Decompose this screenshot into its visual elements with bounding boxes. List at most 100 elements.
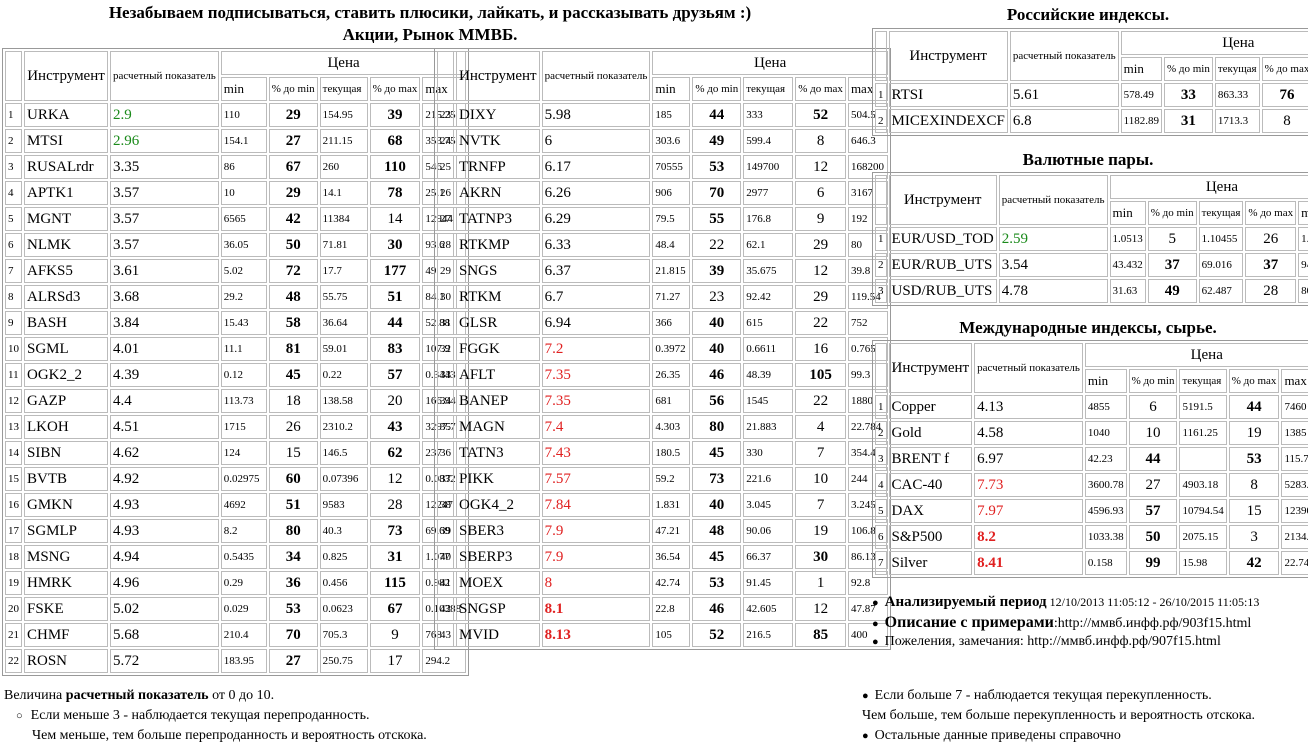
indicator: 4.78 [998,279,1108,303]
instrument: DIXY [456,103,540,127]
indicator: 5.61 [1009,83,1119,107]
price-current: 599.4 [743,129,794,153]
table-row: 7 Silver 8.41 0.158 99 15.98 42 22.74 [875,551,1308,575]
price-current: 0.22 [319,363,368,387]
pct-to-max: 26 [1245,227,1297,251]
pct-to-max: 67 [369,597,421,621]
row-number: 1 [875,227,887,251]
indicator: 8.1 [541,597,651,621]
pct-to-max: 12 [369,467,421,491]
footer-line: Чем меньше, тем больше перепроданность и… [32,728,427,743]
footer-text: Остальные данные приведены справочно [874,728,1121,743]
row-number: 23 [437,103,454,127]
footer-line: Если больше 7 - наблюдается текущая пере… [862,688,1212,704]
price-min: 0.29 [220,571,267,595]
indicator: 4.39 [110,363,219,387]
price-min: 124 [220,441,267,465]
indicator: 7.35 [541,389,651,413]
price-max: 39.8 [847,259,888,283]
pct-to-max: 22 [795,389,846,413]
header-cell: расчетный показатель [1009,31,1119,81]
price-max: 7460 [1281,395,1308,419]
row-number: 11 [5,363,22,387]
price-current: 705.3 [319,623,368,647]
indicator: 3.68 [110,285,219,309]
pct-to-min: 39 [692,259,742,283]
pct-to-max: 42 [1228,551,1280,575]
instrument: MTSI [24,129,108,153]
pct-to-min: 53 [692,571,742,595]
instrument: AKRN [456,181,540,205]
table-row: 9 BASH 3.84 15.43 58 36.64 44 52.88 [5,311,467,335]
row-number: 19 [5,571,22,595]
pct-to-min: 72 [268,259,318,283]
row-number: 2 [875,253,887,277]
header-cell: текущая [1214,57,1260,81]
indicator: 3.54 [998,253,1108,277]
indicator: 4.51 [110,415,219,439]
pct-to-max: 29 [795,285,846,309]
indicator: 6 [541,129,651,153]
header-cell: Цена [1109,175,1308,199]
header-cell: % до min [1128,369,1178,393]
price-min: 48.4 [652,233,691,257]
pct-to-max: 9 [795,207,846,231]
price-min: 183.95 [220,649,267,673]
table-row: 43 MVID 8.13 105 52 216.5 85 400 [437,623,888,647]
pct-to-min: 46 [692,597,742,621]
header-cell: Инструмент [888,343,973,393]
indicator: 6.8 [1009,109,1119,133]
pct-to-min: 40 [692,493,742,517]
indicator: 6.7 [541,285,651,309]
price-max: 1.3967 [1298,227,1308,251]
footer-bold: расчетный показатель [65,688,209,703]
row-number: 7 [5,259,22,283]
footer-text: от 0 до 10. [208,688,275,703]
instrument: EUR/USD_TOD [888,227,997,251]
instrument: SBERP3 [456,545,540,569]
price-current: 92.42 [743,285,794,309]
row-number: 16 [5,493,22,517]
price-current: 62.487 [1198,279,1244,303]
price-current: 91.45 [743,571,794,595]
instrument: SGML [24,337,108,361]
pct-to-min: 81 [268,337,318,361]
header-cell: Цена [652,51,888,75]
pct-to-max: 177 [369,259,421,283]
table-row: 10 SGML 4.01 11.1 81 59.01 83 107.9 [5,337,467,361]
row-number: 8 [5,285,22,309]
section-title: Российские индексы. [1006,5,1170,24]
pct-to-min: 26 [268,415,318,439]
price-max: 1880 [847,389,888,413]
pct-to-max: 30 [369,233,421,257]
pct-to-max: 12 [795,597,846,621]
indicator: 4.4 [110,389,219,413]
row-number: 28 [437,233,454,257]
price-current: 211.15 [319,129,368,153]
header-cell: min [220,77,267,101]
pct-to-min: 70 [268,623,318,647]
pct-to-max: 19 [795,519,846,543]
instrument: RTSI [888,83,1008,107]
price-current: 0.456 [319,571,368,595]
table-row: 19 HMRK 4.96 0.29 36 0.456 115 0.982 [5,571,467,595]
pct-to-max: 15 [1228,499,1280,523]
header-cell: max [1298,201,1308,225]
row-number: 5 [5,207,22,231]
pct-to-max: 62 [369,441,421,465]
header-cell: текущая [319,77,368,101]
instrument: FGGK [456,337,540,361]
pct-to-min: 31 [1163,109,1213,133]
pct-to-max: 17 [369,649,421,673]
price-current: 149700 [743,155,794,179]
pct-to-min: 57 [1128,499,1178,523]
price-min: 4855 [1084,395,1127,419]
instrument: BASH [24,311,108,335]
instrument: OGK4_2 [456,493,540,517]
pct-to-max: 73 [369,519,421,543]
instrument: APTK1 [24,181,108,205]
price-current: 216.5 [743,623,794,647]
instrument: MICEXINDEXCF [888,109,1008,133]
table-row: 29 SNGS 6.37 21.815 39 35.675 12 39.8 [437,259,888,283]
